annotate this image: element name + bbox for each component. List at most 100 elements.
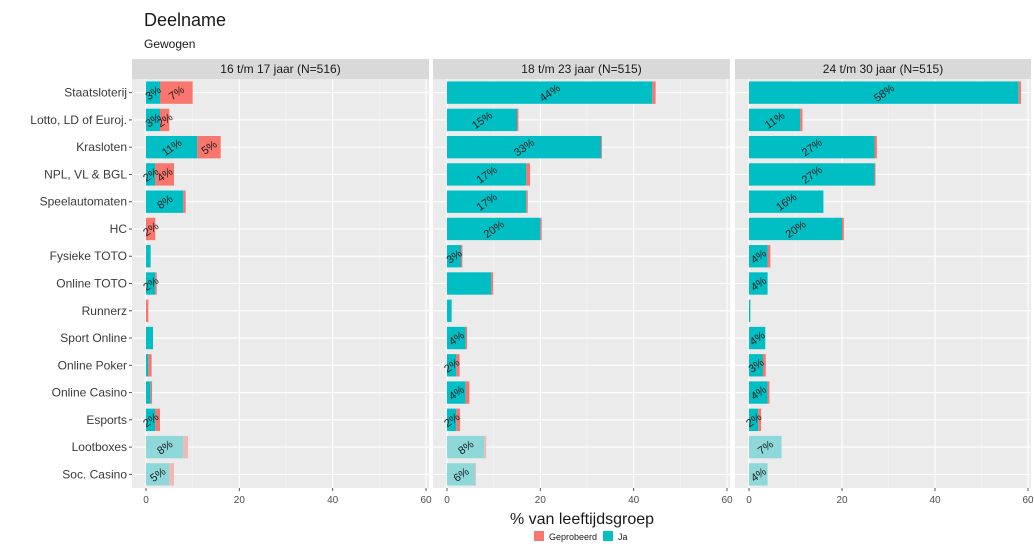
bar-ja [146, 381, 151, 404]
bar-geprobeerd [155, 272, 157, 295]
x-tick-label: 0 [143, 495, 149, 506]
bar-ja [447, 381, 466, 404]
bar-ja [146, 408, 156, 432]
bar-geprobeerd [160, 108, 170, 132]
bar-ja [749, 163, 875, 186]
bar-geprobeerd [160, 81, 193, 104]
bar-ja [146, 245, 151, 268]
bar-ja [447, 163, 527, 186]
bar-geprobeerd [461, 245, 463, 268]
bar-ja [749, 326, 766, 350]
bar-geprobeerd [874, 163, 876, 186]
category-label: Staatsloterij [64, 86, 127, 100]
bar-ja [447, 354, 457, 377]
x-tick-label: 60 [420, 495, 432, 506]
legend-swatch-geprobeerd [534, 531, 544, 541]
x-tick-label: 20 [234, 495, 246, 506]
bar-ja [749, 245, 768, 268]
bar-ja [447, 463, 475, 486]
bar-ja [447, 326, 466, 350]
x-tick-label: 60 [1022, 495, 1034, 506]
category-label: Runnerz [82, 304, 127, 318]
bar-ja [749, 354, 763, 377]
panel-strip [735, 59, 1031, 79]
x-tick-label: 60 [721, 495, 733, 506]
bar-ja [749, 463, 768, 486]
bar-geprobeerd [146, 299, 149, 322]
bar-geprobeerd [652, 81, 656, 104]
category-label: Lootboxes [72, 440, 127, 454]
bar-geprobeerd [155, 163, 174, 186]
legend-swatch-ja [603, 531, 613, 541]
bar-ja [146, 354, 149, 377]
bar-ja [749, 190, 824, 213]
bar-ja [447, 81, 653, 104]
category-label: Sport Online [60, 331, 127, 345]
bar-ja [146, 81, 160, 104]
bar-geprobeerd [148, 354, 152, 377]
panel-title: 18 t/m 23 jaar (N=515) [521, 62, 641, 76]
bar-ja [146, 326, 153, 350]
category-label: HC [110, 222, 128, 236]
bar-geprobeerd [1018, 81, 1022, 104]
bar-geprobeerd [526, 190, 528, 213]
panel-title: 16 t/m 17 jaar (N=516) [220, 62, 340, 76]
bar-ja [749, 381, 768, 404]
bar-ja [146, 272, 156, 295]
x-tick-label: 0 [746, 495, 752, 506]
x-tick-label: 40 [628, 495, 640, 506]
bar-geprobeerd [183, 435, 188, 459]
bar-geprobeerd [540, 217, 542, 241]
x-tick-label: 40 [327, 495, 339, 506]
bar-geprobeerd [874, 135, 877, 159]
bar-geprobeerd [484, 435, 487, 459]
bar-geprobeerd [150, 381, 153, 404]
bar-ja [146, 135, 198, 159]
bar-ja [447, 299, 452, 322]
category-label: Esports [86, 413, 127, 427]
bar-geprobeerd [155, 408, 160, 432]
x-axis-title: % van leeftijdsgroep [510, 511, 654, 528]
bar-geprobeerd [601, 135, 602, 159]
x-tick-label: 0 [444, 495, 450, 506]
bar-geprobeerd [526, 163, 531, 186]
bar-geprobeerd [842, 217, 844, 241]
category-label: Online Poker [58, 358, 127, 372]
x-tick-label: 20 [535, 495, 547, 506]
legend-label-geprobeerd: Geprobeerd [549, 532, 597, 542]
panel-title: 24 t/m 30 jaar (N=515) [823, 62, 943, 76]
bar-geprobeerd [456, 408, 461, 432]
panel-strip [132, 59, 429, 79]
panel-strip [433, 59, 730, 79]
bar-geprobeerd [767, 381, 770, 404]
bar-geprobeerd [475, 463, 476, 486]
legend-label-ja: Ja [618, 532, 628, 542]
x-tick-label: 40 [929, 495, 941, 506]
category-label: Lotto, LD of Euroj. [30, 113, 127, 127]
bar-ja [146, 108, 160, 132]
bar-ja [447, 217, 541, 241]
bar-geprobeerd [758, 408, 762, 432]
bar-geprobeerd [767, 245, 771, 268]
bar-ja [749, 299, 751, 322]
bar-ja [146, 463, 170, 486]
bar-geprobeerd [517, 108, 519, 132]
bar-ja [749, 272, 768, 295]
bar-ja [749, 135, 875, 159]
bar-ja [447, 272, 492, 295]
category-label: Online TOTO [56, 277, 127, 291]
bar-geprobeerd [456, 354, 460, 377]
bar-ja [447, 245, 461, 268]
category-label: Krasloten [76, 140, 127, 154]
bar-geprobeerd [169, 463, 174, 486]
category-label: Online Casino [52, 386, 128, 400]
bar-ja [447, 190, 527, 213]
bar-ja [749, 81, 1019, 104]
bar-ja [749, 408, 759, 432]
chart-subtitle: Gewogen [144, 37, 196, 51]
category-label: Soc. Casino [62, 467, 127, 481]
bar-ja [749, 217, 842, 241]
bar-ja [749, 435, 782, 459]
